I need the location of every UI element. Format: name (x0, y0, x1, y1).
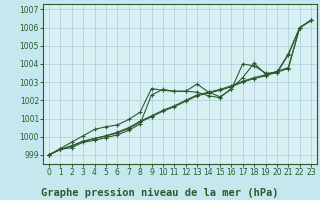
Text: Graphe pression niveau de la mer (hPa): Graphe pression niveau de la mer (hPa) (41, 188, 279, 198)
